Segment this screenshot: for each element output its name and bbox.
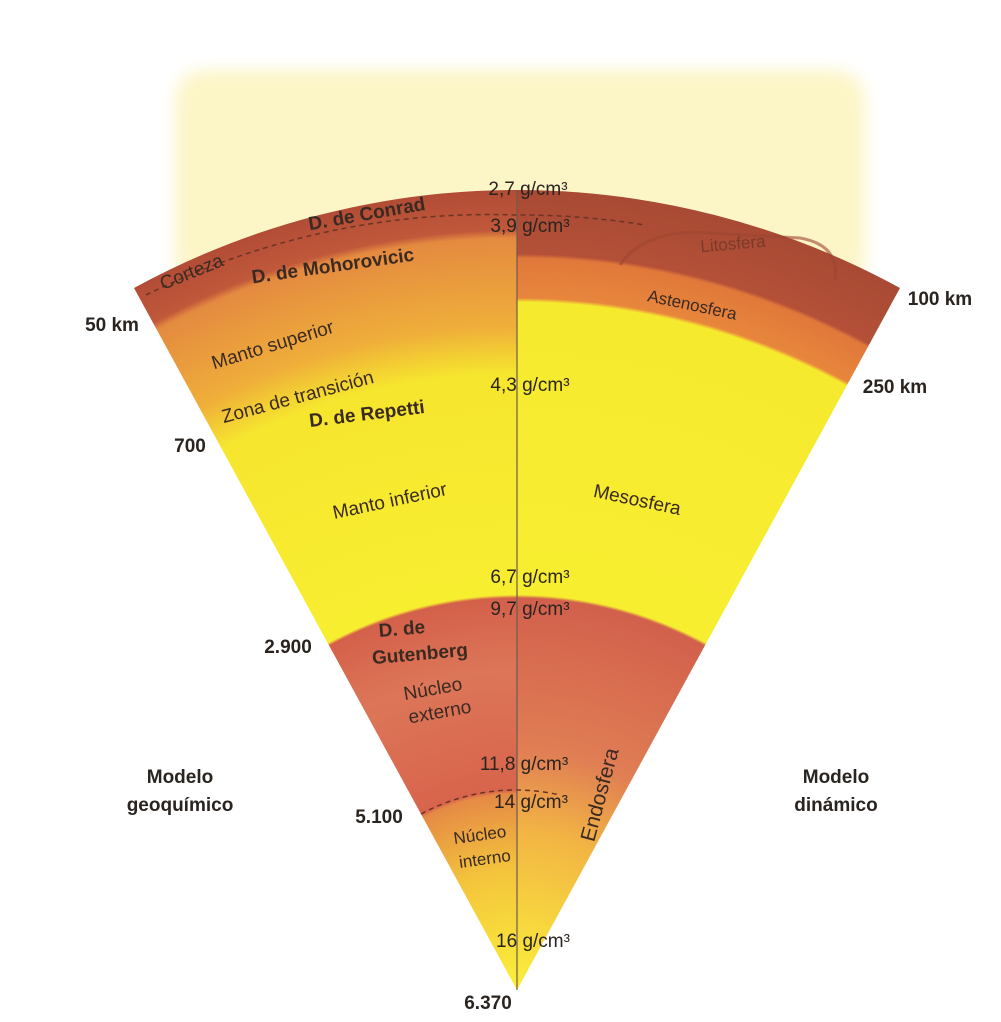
- model-title: geoquímico: [127, 795, 234, 816]
- density: 14 g/cm³: [494, 792, 568, 813]
- inner-core-dashed: [420, 789, 561, 815]
- depth-label: 100 km: [908, 289, 972, 310]
- depth-label: 250 km: [863, 377, 927, 398]
- depth-label: 700: [174, 436, 206, 457]
- geochemical-half: [134, 190, 517, 990]
- depth-label: 5.100: [355, 807, 403, 828]
- density: 9,7 g/cm³: [490, 599, 569, 620]
- layer-label: D. de: [378, 617, 426, 642]
- density: 4,3 g/cm³: [490, 375, 569, 396]
- lithosphere-edge: [618, 230, 838, 281]
- depth-label: 50 km: [85, 315, 139, 336]
- model-title: Modelo: [803, 767, 870, 788]
- depth-label: 2.900: [264, 637, 312, 658]
- density: 16 g/cm³: [496, 931, 570, 952]
- model-title: dinámico: [794, 795, 877, 816]
- dynamic-half: [517, 190, 900, 990]
- depth-label: 6.370: [464, 993, 512, 1014]
- density: 3,9 g/cm³: [490, 216, 569, 237]
- density: 11,8 g/cm³: [480, 754, 568, 775]
- conrad-dashed: [145, 213, 646, 296]
- density: 2,7 g/cm³: [488, 179, 567, 200]
- model-title: Modelo: [147, 767, 214, 788]
- density: 6,7 g/cm³: [490, 567, 569, 588]
